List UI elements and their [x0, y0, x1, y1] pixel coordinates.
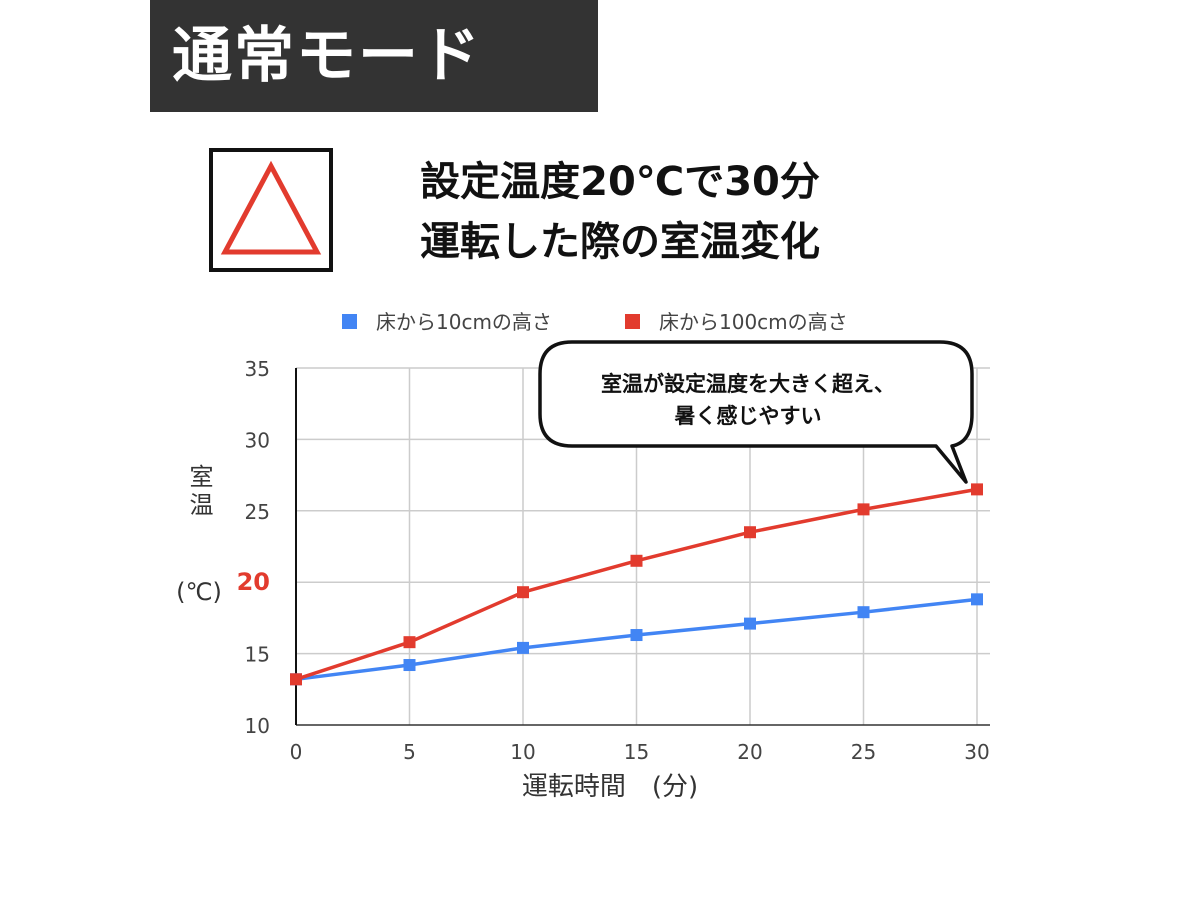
callout-line-1: 室温が設定温度を大きく超え、 [601, 372, 895, 396]
x-tick-label: 0 [290, 740, 303, 764]
x-tick-label: 30 [964, 740, 989, 764]
axes: 10 15 20 25 30 35 0 5 10 15 20 25 30 [237, 357, 990, 764]
series-2-point [857, 503, 870, 516]
series-2-point [744, 526, 756, 539]
legend: 床から10cmの高さ 床から100cmの高さ [342, 310, 848, 334]
series-2-point [517, 586, 529, 599]
y-tick-label: 20 [237, 568, 270, 596]
triangle-icon [220, 160, 322, 255]
heading-line-1: 設定温度20℃で30分 [420, 159, 820, 205]
chart-heading: 設定温度20℃で30分 運転した際の室温変化 [360, 152, 880, 272]
x-tick-label: 5 [403, 740, 416, 764]
series-1-point [403, 659, 416, 672]
series-1-point [744, 617, 756, 630]
x-tick-label: 20 [737, 740, 762, 764]
y-tick-label: 30 [245, 428, 270, 452]
series-2-point [971, 483, 983, 496]
legend-label-1: 床から10cmの高さ [376, 310, 552, 334]
y-tick-label: 15 [245, 643, 270, 667]
x-axis-label: 運転時間 (分) [522, 772, 698, 802]
series-1-point [971, 593, 983, 606]
callout-bubble [538, 340, 974, 484]
series-2-point [290, 673, 302, 686]
y-axis-label: 室温 [185, 464, 213, 520]
x-tick-label: 15 [624, 740, 649, 764]
series-2-point [630, 554, 643, 567]
series-1-point [857, 606, 870, 619]
y-tick-label: 35 [245, 357, 270, 381]
callout-line-2: 暑く感じやすい [675, 404, 822, 428]
y-tick-label: 25 [245, 500, 270, 524]
x-tick-label: 10 [510, 740, 535, 764]
series-1-point [630, 629, 643, 642]
rating-box [209, 148, 333, 272]
y-tick-label: 10 [245, 714, 270, 738]
legend-label-2: 床から100cmの高さ [659, 310, 848, 334]
series [290, 483, 983, 686]
series-2-point [403, 636, 416, 649]
heading-line-2: 運転した際の室温変化 [420, 219, 820, 265]
x-tick-label: 25 [851, 740, 876, 764]
legend-swatch-2 [625, 314, 640, 329]
mode-banner-title: 通常モード [150, 0, 598, 112]
series-1-point [517, 641, 529, 654]
legend-swatch-1 [342, 314, 357, 329]
callout: 室温が設定温度を大きく超え、 暑く感じやすい [538, 340, 974, 484]
y-axis-unit: (℃) [176, 578, 222, 606]
